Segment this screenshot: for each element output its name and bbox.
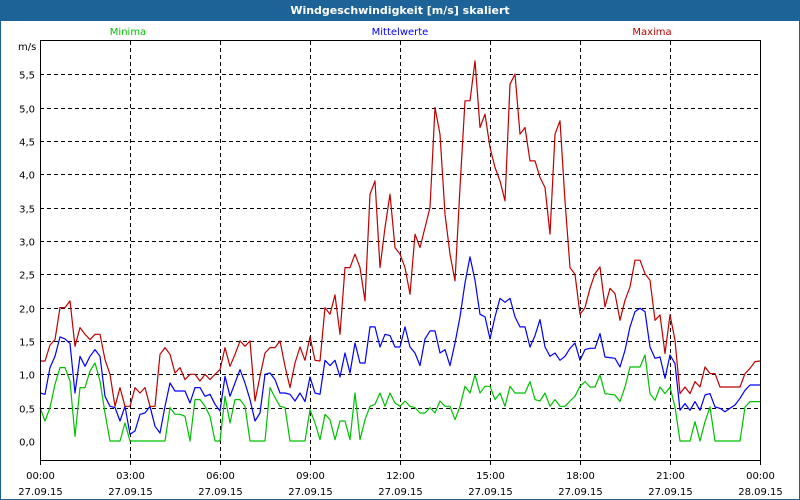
y-tick-label: 4,5 <box>19 138 35 149</box>
legend-maxima: Maxima <box>632 27 671 38</box>
y-axis-label: m/s <box>18 42 36 53</box>
x-tick-time: 18:00 <box>566 471 595 482</box>
y-tick-label: 3,5 <box>19 205 35 216</box>
y-tick-label: 5,5 <box>19 71 35 82</box>
x-tick-date: 27.09.15 <box>558 487 603 498</box>
y-tick-label: 4,0 <box>19 171 35 182</box>
legend: Minima Mittelwerte Maxima <box>110 27 672 38</box>
x-tick-time: 12:00 <box>386 471 415 482</box>
series-lines <box>39 60 761 442</box>
y-tick-label: 0,5 <box>19 405 35 416</box>
x-tick-time: 21:00 <box>656 471 685 482</box>
y-tick-label: 3,0 <box>19 238 35 249</box>
x-tick-date: 27.09.15 <box>648 487 693 498</box>
series-line-minima <box>39 354 760 442</box>
x-tick-date: 28.09.15 <box>738 487 783 498</box>
x-tick-time: 00:00 <box>746 471 775 482</box>
x-tick-time: 00:00 <box>26 471 55 482</box>
y-tick-label: 1,5 <box>19 338 35 349</box>
x-axis-ticks: 00:00 27.09.15 03:00 27.09.15 06:00 27.09.15 0… <box>18 460 783 498</box>
y-tick-label: 0,0 <box>19 438 35 449</box>
y-tick-label: 1,0 <box>19 371 35 382</box>
x-tick-time: 15:00 <box>476 471 505 482</box>
legend-minima: Minima <box>110 27 146 38</box>
y-axis-ticks: 0,0 0,5 1,0 1,5 2,0 2,5 3,0 3,5 4,0 4,5 5,0 5,5 <box>19 71 35 449</box>
plot-border <box>40 40 761 461</box>
y-tick-label: 2,0 <box>19 305 35 316</box>
x-tick-time: 06:00 <box>206 471 235 482</box>
legend-mittelwerte: Mittelwerte <box>372 27 429 38</box>
x-tick-time: 03:00 <box>116 471 145 482</box>
x-tick-date: 27.09.15 <box>468 487 513 498</box>
x-tick-date: 27.09.15 <box>288 487 333 498</box>
x-tick-date: 27.09.15 <box>108 487 153 498</box>
x-tick-date: 27.09.15 <box>18 487 63 498</box>
x-tick-date: 27.09.15 <box>378 487 423 498</box>
x-tick-time: 09:00 <box>296 471 325 482</box>
x-tick-date: 27.09.15 <box>198 487 243 498</box>
series-line-maxima <box>40 60 761 407</box>
chart-title: Windgeschwindigkeit [m/s] skaliert <box>0 0 800 21</box>
y-tick-label: 5,0 <box>19 105 35 116</box>
grid <box>40 41 760 460</box>
y-tick-label: 2,5 <box>19 271 35 282</box>
series-line-mittelwerte <box>39 256 760 435</box>
